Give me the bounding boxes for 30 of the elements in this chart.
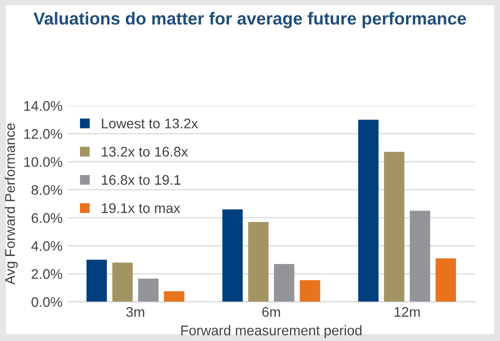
y-tick-label: 4.0% [31,241,62,251]
y-tick-label: 2.0% [32,269,62,279]
x-tick-label: 3m [126,307,144,317]
legend-label: 13.2x to 16.8x [102,146,188,157]
bar [436,258,456,302]
bar [112,262,133,302]
bar [164,291,184,302]
bar [384,152,404,302]
bar [274,264,294,302]
bar [410,210,430,302]
bar [86,260,107,302]
bar [138,278,159,302]
bar [358,120,379,302]
y-axis-title: Avg Forward Performance [4,123,18,285]
legend-label: 16.8x to 19.1 [102,175,180,185]
bar [300,280,320,302]
x-tick-label: 6m [262,307,280,317]
y-tick-label: 10.0% [24,157,62,167]
y-tick-label: 0.0% [32,297,62,307]
legend-label: Lowest to 13.2x [102,118,198,128]
chart-title: Valuations do matter for average future performance [34,12,466,28]
bar [222,209,243,302]
x-tick-label: 12m [394,307,420,317]
y-tick-label: 12.0% [24,129,62,139]
y-tick-label: 6.0% [32,213,62,223]
y-tick-label: 14.0% [24,101,62,111]
legend-label: 19.1x to max [102,203,180,214]
bar [248,222,269,302]
x-axis-title: Forward measurement period [181,325,362,338]
y-tick-label: 8.0% [32,185,62,195]
